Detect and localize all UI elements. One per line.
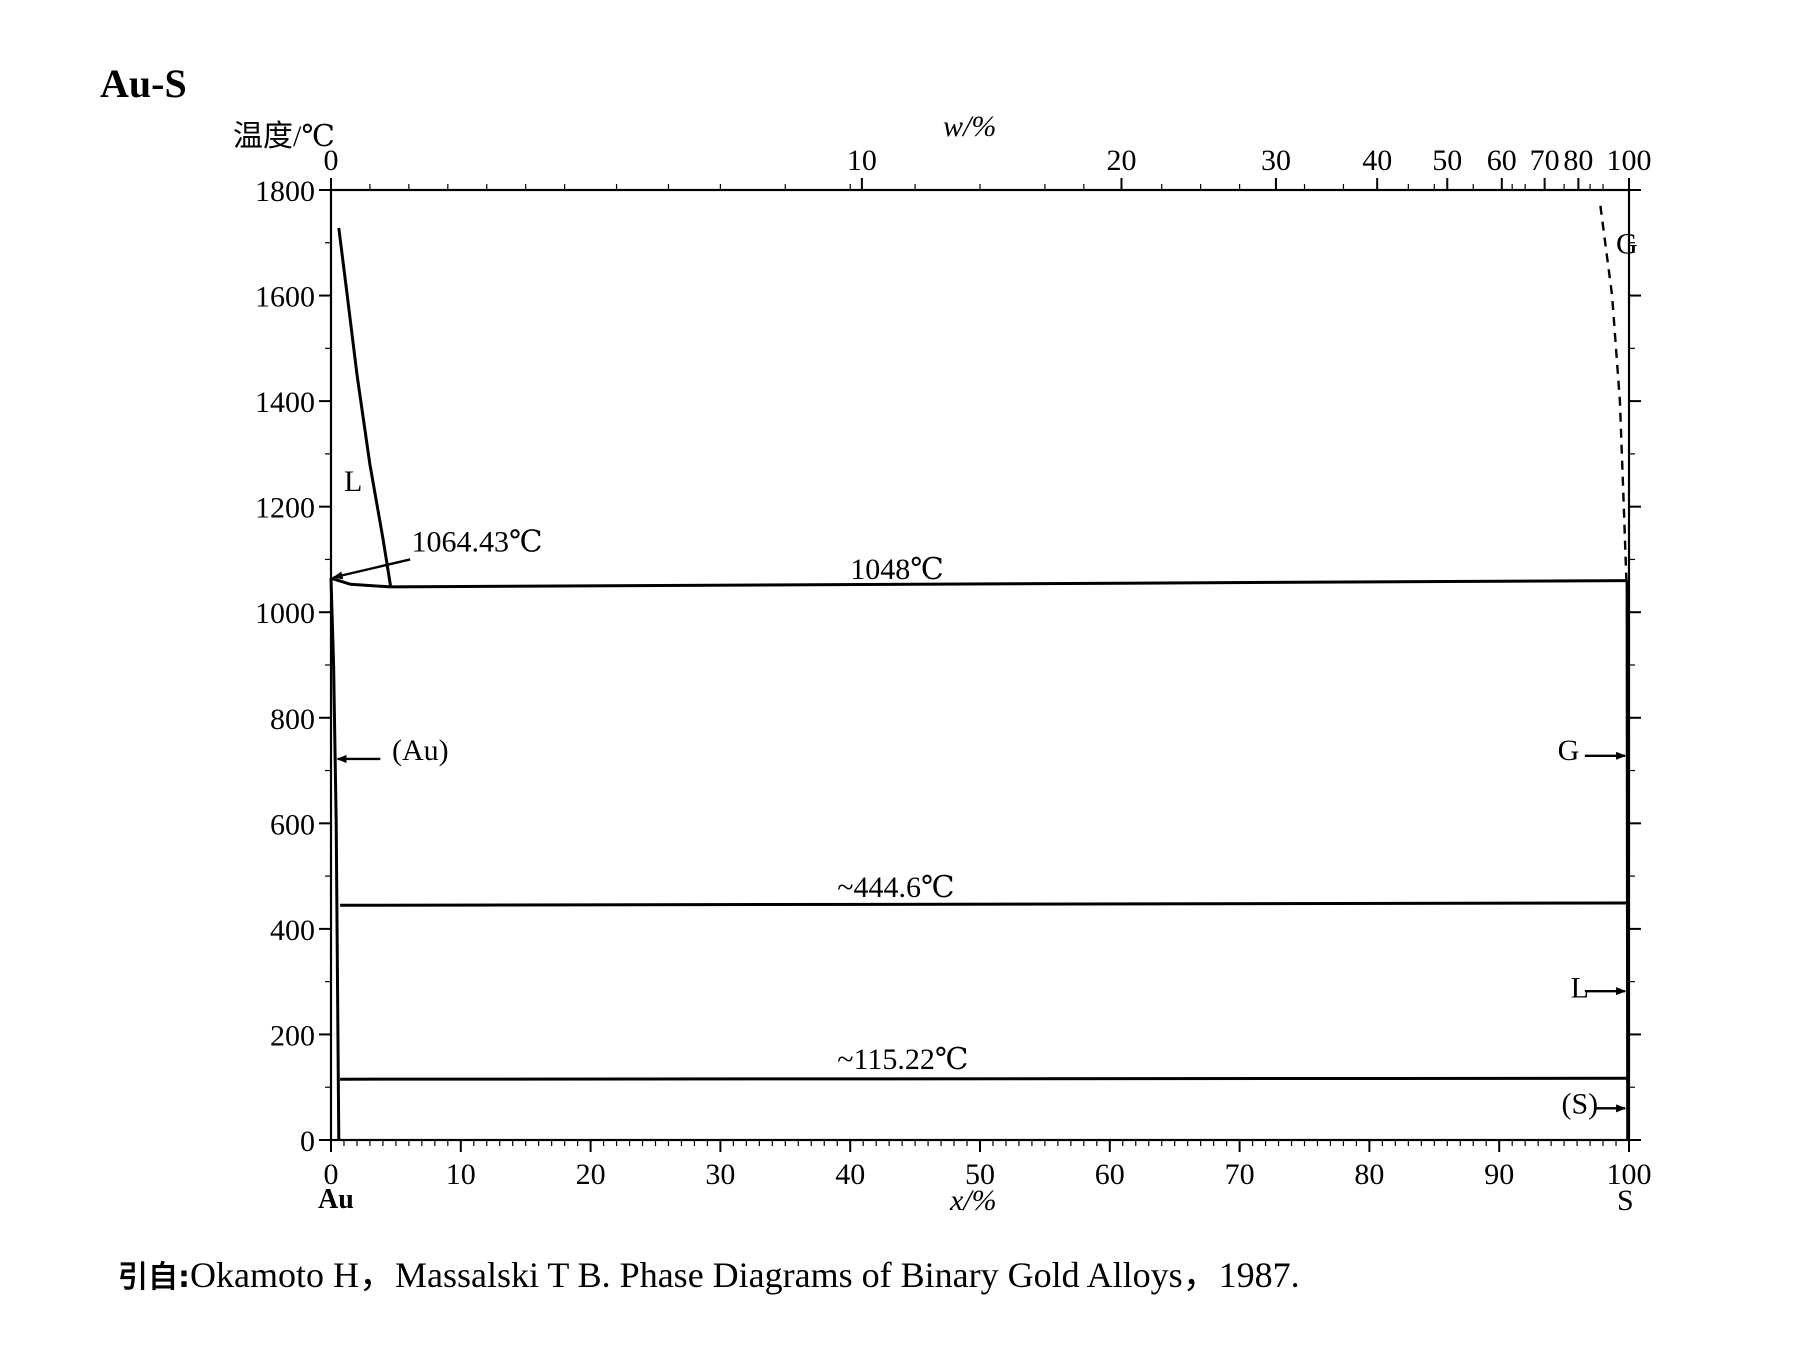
phase-boundary-line	[340, 1076, 1628, 1081]
w-tick-label: 60	[1487, 144, 1517, 177]
y-tick-label: 200	[270, 1019, 315, 1052]
x-tick-label: 50	[965, 1158, 995, 1191]
y-tick-label: 0	[300, 1125, 315, 1158]
figure-title: Au-S	[100, 61, 187, 106]
citation-prefix: 引自:	[118, 1260, 190, 1295]
w-tick-label: 80	[1563, 144, 1593, 177]
top-axis-label: w/%	[943, 110, 996, 143]
x-tick-label: 80	[1354, 1158, 1384, 1191]
y-tick-label: 1600	[255, 281, 315, 314]
source-citation: 引自:Okamoto H，Massalski T B. Phase Diagra…	[118, 1246, 1300, 1298]
x-tick-label: 60	[1095, 1158, 1125, 1191]
annotation-label: 1048℃	[850, 553, 944, 586]
x-tick-label: 90	[1484, 1158, 1514, 1191]
annotation-label: G	[1558, 734, 1580, 767]
y-tick-label: 1200	[255, 492, 315, 525]
phase-boundaries	[329, 205, 1630, 1141]
y-tick-label: 1800	[255, 175, 315, 208]
y-axis-ticks: 0 200 400 600 800 1000 1200 1400 1600 1800	[255, 175, 1641, 1158]
w-tick-label: 70	[1530, 144, 1560, 177]
x-tick-label: 10	[446, 1158, 476, 1191]
annotation-label: G	[1616, 227, 1638, 260]
phase-boundary-line	[390, 579, 1628, 589]
x-tick-label: 100	[1607, 1158, 1652, 1191]
x-axis-ticks: 0 10 20 30 40 50 60 70 80 90 100	[324, 1140, 1652, 1191]
annotation-label: ~115.22℃	[837, 1043, 968, 1076]
y-tick-label: 800	[270, 703, 315, 736]
y-axis-label: 温度/℃	[233, 120, 335, 153]
y-tick-label: 1000	[255, 597, 315, 630]
phase-boundary-line	[1625, 580, 1630, 1141]
x-tick-label: 40	[835, 1158, 865, 1191]
phase-boundary-line	[340, 901, 1628, 907]
x-tick-label: 70	[1225, 1158, 1255, 1191]
x-axis-end-label-left: Au	[318, 1184, 354, 1215]
phase-boundary-line	[337, 227, 393, 588]
x-tick-label: 30	[705, 1158, 735, 1191]
annotations: L 1064.43℃ 1048℃ (Au) G G ~444.6℃ L ~115.22℃ (S)	[344, 227, 1638, 1120]
w-tick-label: 100	[1607, 144, 1652, 177]
x-axis-label: x/%	[949, 1184, 997, 1217]
annotation-label: 1064.43℃	[411, 526, 542, 559]
annotation-label: L	[344, 465, 362, 498]
plot-border	[329, 188, 1631, 1142]
y-tick-label: 1400	[255, 386, 315, 419]
annotation-label: (Au)	[392, 734, 449, 767]
y-tick-label: 600	[270, 808, 315, 841]
w-tick-label: 20	[1106, 144, 1136, 177]
w-tick-label: 10	[847, 144, 877, 177]
y-tick-label: 400	[270, 914, 315, 947]
phase-boundary-line	[329, 578, 341, 1141]
phase-boundary-line	[330, 576, 391, 589]
citation-text: Okamoto H，Massalski T B. Phase Diagrams …	[190, 1255, 1300, 1295]
annotation-label: ~444.6℃	[837, 871, 954, 904]
plot-frame	[329, 188, 1631, 1142]
annotation-label: L	[1571, 972, 1589, 1005]
annotation-label: (S)	[1562, 1088, 1599, 1121]
x-tick-label: 0	[324, 1158, 339, 1191]
x-tick-label: 20	[576, 1158, 606, 1191]
x-axis-end-label-right: S	[1617, 1184, 1634, 1217]
annotation-arrow	[332, 558, 411, 580]
w-tick-label: 40	[1362, 144, 1392, 177]
w-tick-label: 30	[1261, 144, 1291, 177]
w-tick-label: 0	[324, 144, 339, 177]
annotation-arrows	[332, 558, 1627, 1113]
w-tick-label: 50	[1432, 144, 1462, 177]
top-w-axis-ticks: 0 10 20 30 40 50 60 70 80 100	[324, 144, 1652, 190]
gas-boundary-line	[1599, 205, 1628, 581]
